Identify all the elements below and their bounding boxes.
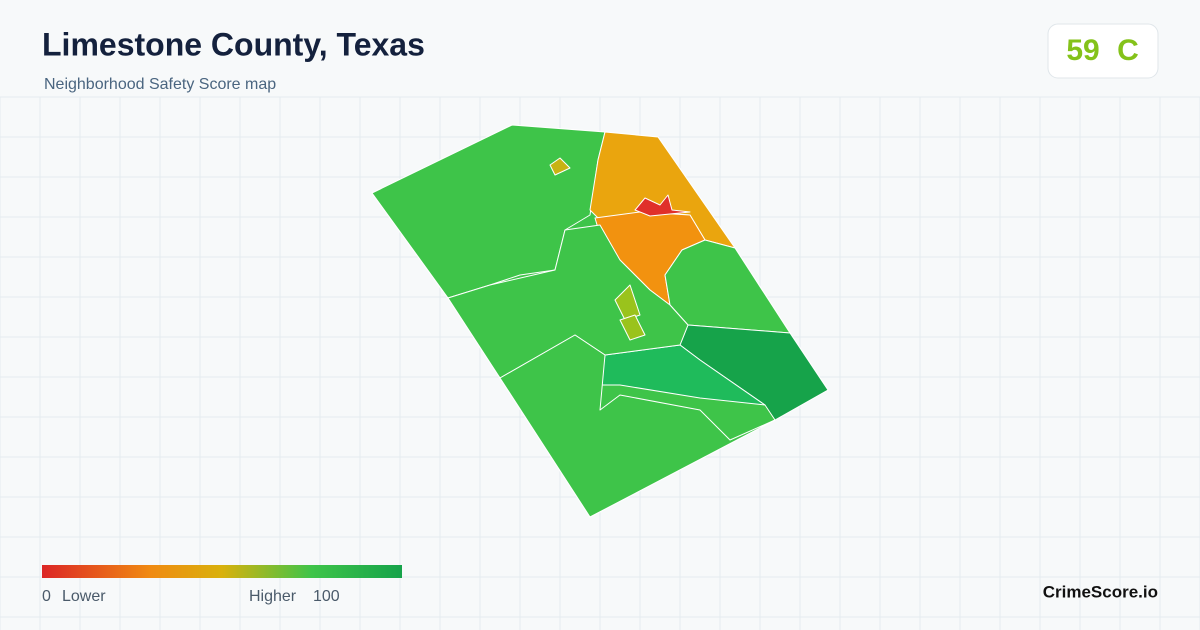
region (614, 284, 641, 321)
region (599, 344, 766, 406)
legend-scale (42, 565, 402, 578)
brand: CrimeScore.io (1043, 582, 1158, 601)
region (549, 157, 571, 176)
legend-max: 100 (313, 588, 340, 605)
score-value: 59 (1066, 34, 1099, 67)
score-grade: C (1117, 34, 1139, 67)
subtitle: Neighborhood Safety Score map (44, 76, 276, 93)
region (634, 194, 691, 217)
region (619, 314, 646, 341)
score-badge (1047, 23, 1159, 79)
region (499, 334, 776, 518)
title: Limestone County, Texas (42, 26, 425, 62)
background-grid (0, 96, 1200, 630)
legend-min-label: Lower (62, 588, 106, 605)
legend-max-label: Higher (249, 588, 297, 605)
legend-min: 0 (42, 588, 51, 605)
county-map (371, 124, 829, 518)
